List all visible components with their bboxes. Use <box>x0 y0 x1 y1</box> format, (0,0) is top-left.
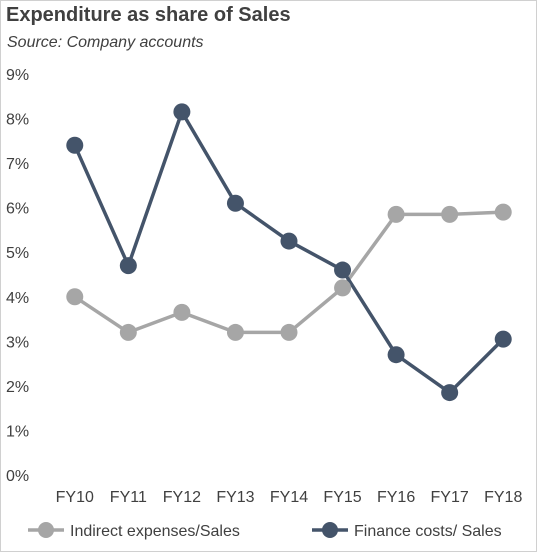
y-tick-label: 2% <box>6 379 29 396</box>
data-point <box>441 384 459 402</box>
y-tick-label: 9% <box>6 67 29 84</box>
data-point <box>226 194 244 212</box>
y-tick-label: 6% <box>6 201 29 218</box>
data-point <box>387 346 405 364</box>
data-point <box>173 303 191 321</box>
data-point <box>334 261 352 279</box>
y-tick-label: 7% <box>6 156 29 173</box>
legend-swatch-marker <box>38 522 54 538</box>
x-tick-label: FY18 <box>484 489 522 506</box>
chart-subtitle: Source: Company accounts <box>7 34 204 51</box>
y-tick-label: 1% <box>6 423 29 440</box>
x-tick-label: FY11 <box>110 489 147 506</box>
data-point <box>280 323 298 341</box>
data-point <box>494 203 512 221</box>
x-tick-label: FY12 <box>163 489 201 506</box>
data-point <box>119 257 137 275</box>
data-point <box>494 330 512 348</box>
series-line <box>73 110 505 395</box>
legend-label: Finance costs/ Sales <box>354 523 502 540</box>
data-point <box>66 288 84 306</box>
data-point <box>387 205 405 223</box>
data-point <box>119 323 137 341</box>
y-tick-label: 8% <box>6 112 29 129</box>
y-tick-label: 0% <box>6 468 29 485</box>
data-point <box>66 136 84 154</box>
chart-title: Expenditure as share of Sales <box>6 4 291 26</box>
data-point <box>173 103 191 121</box>
x-tick-label: FY13 <box>216 489 254 506</box>
x-tick-label: FY10 <box>56 489 94 506</box>
x-tick-label: FY16 <box>377 489 415 506</box>
x-tick-label: FY17 <box>431 489 469 506</box>
y-tick-label: 3% <box>6 334 29 351</box>
data-point <box>334 279 352 297</box>
data-point <box>226 323 244 341</box>
data-point <box>280 232 298 250</box>
legend-label: Indirect expenses/Sales <box>70 523 240 540</box>
data-point <box>441 205 459 223</box>
x-tick-label: FY14 <box>270 489 308 506</box>
y-tick-label: 4% <box>6 290 29 307</box>
y-tick-label: 5% <box>6 245 29 262</box>
legend-swatch-marker <box>322 522 338 538</box>
x-tick-label: FY15 <box>323 489 361 506</box>
